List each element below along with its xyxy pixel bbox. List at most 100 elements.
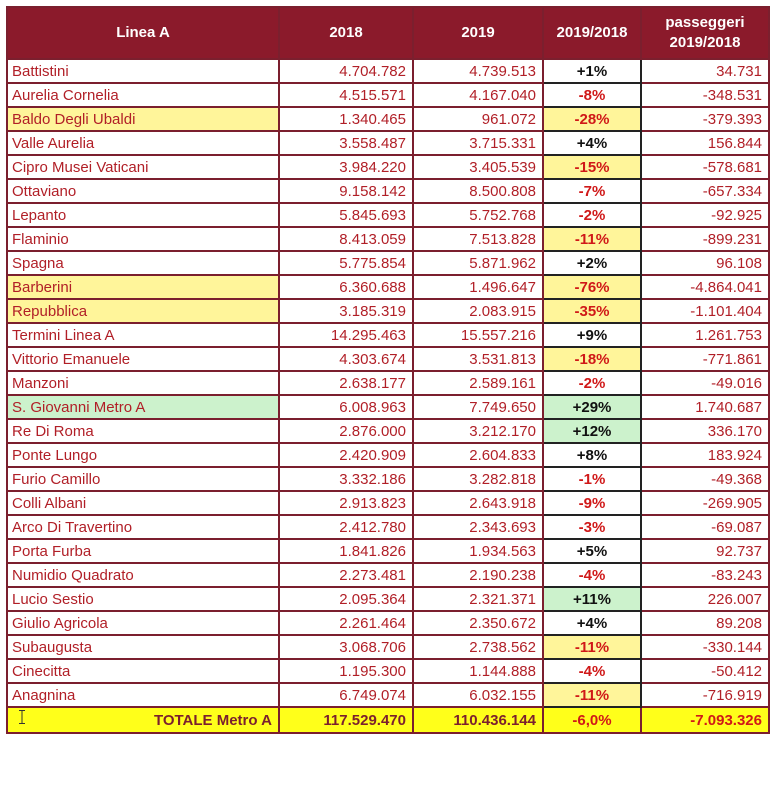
- passenger-delta: -69.087: [640, 514, 770, 540]
- passenger-delta: -269.905: [640, 490, 770, 516]
- table-row: Baldo Degli Ubaldi 1.340.465 961.072 -28% -3…: [6, 106, 770, 132]
- passenger-delta: -771.861: [640, 346, 770, 372]
- table-row: Subaugusta 3.068.706 2.738.562 -11% -330.144: [6, 634, 770, 660]
- value-2018: 9.158.142: [278, 178, 414, 204]
- value-2019: 15.557.216: [412, 322, 544, 348]
- station-name: Manzoni: [6, 370, 280, 396]
- value-2019: 2.083.915: [412, 298, 544, 324]
- value-2019: 961.072: [412, 106, 544, 132]
- value-2019: 3.715.331: [412, 130, 544, 156]
- station-name: Colli Albani: [6, 490, 280, 516]
- table-row: Colli Albani 2.913.823 2.643.918 -9% -269.90…: [6, 490, 770, 516]
- header-delta-line1: passeggeri: [665, 14, 745, 31]
- value-2018: 3.984.220: [278, 154, 414, 180]
- change-percent: -2%: [542, 202, 642, 228]
- passenger-delta: 156.844: [640, 130, 770, 156]
- value-2019: 1.934.563: [412, 538, 544, 564]
- table-row: Numidio Quadrato 2.273.481 2.190.238 -4% -83…: [6, 562, 770, 588]
- table-row: Ponte Lungo 2.420.909 2.604.833 +8% 183.924: [6, 442, 770, 468]
- station-name: Numidio Quadrato: [6, 562, 280, 588]
- value-2019: 3.531.813: [412, 346, 544, 372]
- passenger-delta: -657.334: [640, 178, 770, 204]
- table-row: Anagnina 6.749.074 6.032.155 -11% -716.919: [6, 682, 770, 708]
- table-row: Vittorio Emanuele 4.303.674 3.531.813 -18% -…: [6, 346, 770, 372]
- value-2018: 3.068.706: [278, 634, 414, 660]
- change-percent: +11%: [542, 586, 642, 612]
- change-percent: -11%: [542, 634, 642, 660]
- value-2019: 8.500.808: [412, 178, 544, 204]
- change-percent: -2%: [542, 370, 642, 396]
- change-percent: -15%: [542, 154, 642, 180]
- value-2019: 3.405.539: [412, 154, 544, 180]
- passenger-delta: 226.007: [640, 586, 770, 612]
- table-row: Lepanto 5.845.693 5.752.768 -2% -92.925: [6, 202, 770, 228]
- passenger-delta: 1.740.687: [640, 394, 770, 420]
- table-row: Manzoni 2.638.177 2.589.161 -2% -49.016: [6, 370, 770, 396]
- value-2018: 4.303.674: [278, 346, 414, 372]
- value-2019: 2.343.693: [412, 514, 544, 540]
- table-row: Re Di Roma 2.876.000 3.212.170 +12% 336.170: [6, 418, 770, 444]
- station-name: Cinecitta: [6, 658, 280, 684]
- header-2018: 2018: [278, 6, 414, 60]
- station-name: Repubblica: [6, 298, 280, 324]
- value-2019: 2.604.833: [412, 442, 544, 468]
- passenger-delta: 96.108: [640, 250, 770, 276]
- value-2018: 6.360.688: [278, 274, 414, 300]
- station-name: Lepanto: [6, 202, 280, 228]
- passenger-delta: -578.681: [640, 154, 770, 180]
- value-2019: 2.738.562: [412, 634, 544, 660]
- value-2018: 3.558.487: [278, 130, 414, 156]
- change-percent: +8%: [542, 442, 642, 468]
- table-row: Arco Di Travertino 2.412.780 2.343.693 -3% -…: [6, 514, 770, 540]
- change-percent: -7%: [542, 178, 642, 204]
- station-name: Anagnina: [6, 682, 280, 708]
- total-2018: 117.529.470: [278, 706, 414, 734]
- header-delta-line2: 2019/2018: [669, 34, 741, 51]
- change-percent: -9%: [542, 490, 642, 516]
- passenger-delta: 34.731: [640, 58, 770, 84]
- passenger-delta: 1.261.753: [640, 322, 770, 348]
- table-row: Valle Aurelia 3.558.487 3.715.331 +4% 156.84…: [6, 130, 770, 156]
- change-percent: +12%: [542, 418, 642, 444]
- value-2018: 6.749.074: [278, 682, 414, 708]
- table-row: Aurelia Cornelia 4.515.571 4.167.040 -8% -34…: [6, 82, 770, 108]
- station-name: Valle Aurelia: [6, 130, 280, 156]
- value-2018: 2.876.000: [278, 418, 414, 444]
- table-row: Cipro Musei Vaticani 3.984.220 3.405.539 -1…: [6, 154, 770, 180]
- passenger-delta: -716.919: [640, 682, 770, 708]
- value-2018: 5.775.854: [278, 250, 414, 276]
- passenger-delta: -379.393: [640, 106, 770, 132]
- passenger-delta: -92.925: [640, 202, 770, 228]
- station-name: Ponte Lungo: [6, 442, 280, 468]
- change-percent: -28%: [542, 106, 642, 132]
- passenger-delta: 183.924: [640, 442, 770, 468]
- change-percent: -8%: [542, 82, 642, 108]
- passenger-delta: -83.243: [640, 562, 770, 588]
- station-name: Aurelia Cornelia: [6, 82, 280, 108]
- station-name: Spagna: [6, 250, 280, 276]
- table-row: Spagna 5.775.854 5.871.962 +2% 96.108: [6, 250, 770, 276]
- station-name: Cipro Musei Vaticani: [6, 154, 280, 180]
- value-2018: 2.420.909: [278, 442, 414, 468]
- passenger-delta: 336.170: [640, 418, 770, 444]
- table-row: S. Giovanni Metro A 6.008.963 7.749.650 +29…: [6, 394, 770, 420]
- value-2019: 2.350.672: [412, 610, 544, 636]
- change-percent: +9%: [542, 322, 642, 348]
- value-2018: 3.332.186: [278, 466, 414, 492]
- value-2018: 1.841.826: [278, 538, 414, 564]
- station-name: Giulio Agricola: [6, 610, 280, 636]
- total-pct: -6,0%: [542, 706, 642, 734]
- table-row: Furio Camillo 3.332.186 3.282.818 -1% -49.36…: [6, 466, 770, 492]
- passenger-delta: -49.368: [640, 466, 770, 492]
- value-2018: 2.913.823: [278, 490, 414, 516]
- passenger-delta: -4.864.041: [640, 274, 770, 300]
- station-name: Termini Linea A: [6, 322, 280, 348]
- table-row: Barberini 6.360.688 1.496.647 -76% -4.864.04…: [6, 274, 770, 300]
- value-2019: 5.871.962: [412, 250, 544, 276]
- change-percent: +4%: [542, 610, 642, 636]
- change-percent: +5%: [542, 538, 642, 564]
- change-percent: -3%: [542, 514, 642, 540]
- table-row: Cinecitta 1.195.300 1.144.888 -4% -50.412: [6, 658, 770, 684]
- ridership-table: Linea A 2018 2019 2019/2018 passeggeri 2…: [6, 6, 770, 734]
- table-row: Porta Furba 1.841.826 1.934.563 +5% 92.737: [6, 538, 770, 564]
